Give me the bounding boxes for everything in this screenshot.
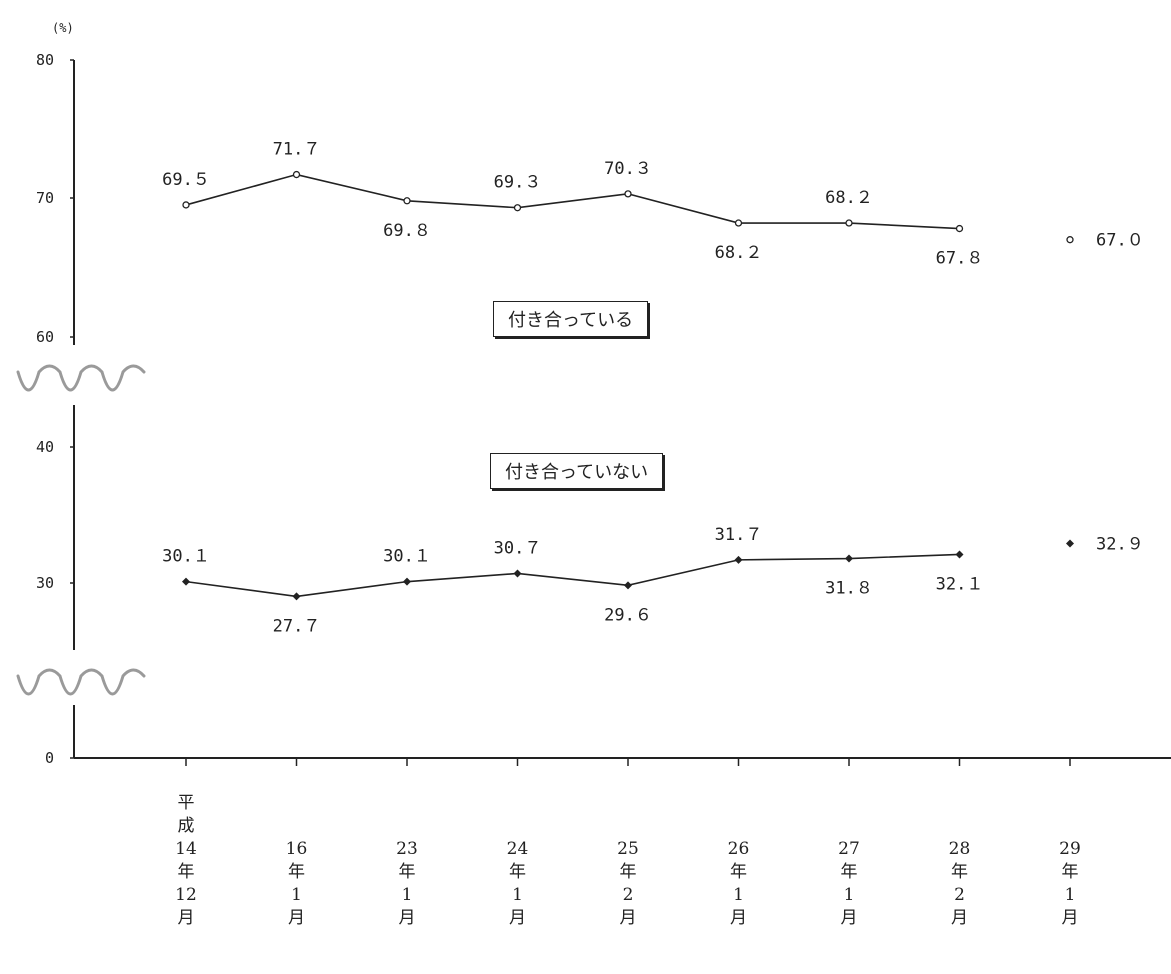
y-tick-label: 30 [36, 574, 54, 592]
data-point [182, 577, 190, 586]
data-label: 32.１ [936, 574, 984, 594]
data-point [845, 554, 853, 563]
x-category-label: 12 [175, 885, 197, 905]
data-point [513, 569, 522, 578]
x-category-label: 25 [617, 839, 639, 859]
x-category-label: 月 [951, 908, 968, 928]
data-label: 67.０ [1096, 231, 1144, 251]
data-point [955, 224, 964, 233]
x-category-label: 月 [399, 908, 416, 928]
y-tick-label: 80 [36, 51, 54, 69]
x-category-label: 月 [841, 908, 858, 928]
series-line-1 [185, 553, 960, 598]
x-category-label: 1 [844, 885, 855, 905]
chart-axes: 0 30 40 60 70 80 (%) [36, 21, 1171, 767]
x-category-label: 年 [620, 862, 637, 882]
x-category-label: 16 [286, 839, 308, 859]
y-tick-label: 40 [36, 438, 54, 456]
x-category-label: 27 [838, 839, 860, 859]
data-label: 31.８ [825, 579, 873, 599]
x-category-label: 月 [730, 908, 747, 928]
data-point [292, 592, 301, 601]
x-category-label: 1 [291, 885, 302, 905]
x-category-label: 月 [620, 908, 637, 928]
x-category-label: 年 [841, 862, 858, 882]
x-category-label: 月 [1062, 908, 1079, 928]
data-point [182, 201, 190, 209]
x-category-label: 1 [733, 885, 744, 905]
x-category-label: 年 [1062, 862, 1079, 882]
x-category-label: 23 [396, 839, 418, 859]
x-category-label: 26 [728, 839, 750, 859]
data-label: 69.５ [162, 170, 210, 190]
data-labels: 69.５ 71.７ 69.８ 69.３ 70.３ 68.２ 68.２ 67.８ 67.０ 30.１… [162, 140, 1144, 637]
data-point [403, 197, 411, 205]
x-category-label: 24 [507, 839, 529, 859]
y-unit-label: (%) [52, 21, 74, 35]
x-category-label: 28 [949, 839, 971, 859]
data-point [1066, 539, 1074, 548]
series-points [182, 170, 1074, 601]
x-category-label: 年 [178, 862, 195, 882]
data-label: 69.８ [383, 221, 431, 241]
x-category-label: 年 [288, 862, 305, 882]
axis-break-marks [16, 364, 146, 696]
series-lines [185, 173, 960, 598]
series-line-0 [185, 173, 960, 230]
data-point [403, 577, 411, 586]
data-label: 31.７ [715, 525, 763, 545]
data-label: 67.８ [936, 249, 984, 269]
x-category-label: 年 [399, 862, 416, 882]
x-category-labels: 平成14年12月16年1月23年1月24年1月25年2月26年1月27年1月28… [175, 793, 1081, 928]
data-label: 32.９ [1096, 535, 1144, 555]
x-category-label: 29 [1059, 839, 1081, 859]
data-point [845, 219, 853, 227]
axis-break-wave [16, 668, 146, 696]
data-label: 70.３ [604, 159, 652, 179]
x-category-label: 月 [288, 908, 305, 928]
data-label: 30.７ [494, 538, 542, 558]
x-category-label: 2 [954, 885, 965, 905]
data-point [513, 204, 522, 212]
x-category-label: 2 [623, 885, 634, 905]
y-tick-label: 60 [36, 328, 54, 346]
data-label: 30.１ [162, 547, 210, 567]
data-label: 69.３ [494, 173, 542, 193]
data-label: 68.２ [825, 188, 873, 208]
series-label-tsukiatte-iru: 付き合っている [493, 301, 649, 337]
x-category-label: 平 [178, 793, 195, 813]
data-label: 68.２ [715, 243, 763, 263]
x-category-label: 月 [178, 908, 195, 928]
data-label: 29.６ [604, 605, 652, 625]
series-label-tsukiatte-inai: 付き合っていない [490, 453, 664, 489]
data-label: 30.１ [383, 547, 431, 567]
data-point [734, 555, 743, 564]
x-category-label: 月 [509, 908, 526, 928]
x-category-label: 成 [178, 816, 195, 836]
x-category-label: 1 [512, 885, 523, 905]
data-label: 27.７ [273, 616, 321, 636]
x-category-label: 年 [951, 862, 968, 882]
y-tick-label: 0 [45, 749, 54, 767]
x-category-label: 年 [730, 862, 747, 882]
data-point [292, 170, 301, 179]
data-point [624, 581, 632, 590]
x-category-label: 14 [175, 839, 197, 859]
x-category-label: 1 [1065, 885, 1076, 905]
x-category-label: 1 [402, 885, 413, 905]
data-point [624, 190, 632, 198]
axis-break-wave [16, 364, 146, 392]
y-tick-label: 70 [36, 189, 54, 207]
data-point [955, 550, 964, 559]
x-category-label: 年 [509, 862, 526, 882]
data-point [1066, 236, 1074, 244]
data-point [734, 219, 743, 227]
data-label: 71.７ [273, 140, 321, 160]
